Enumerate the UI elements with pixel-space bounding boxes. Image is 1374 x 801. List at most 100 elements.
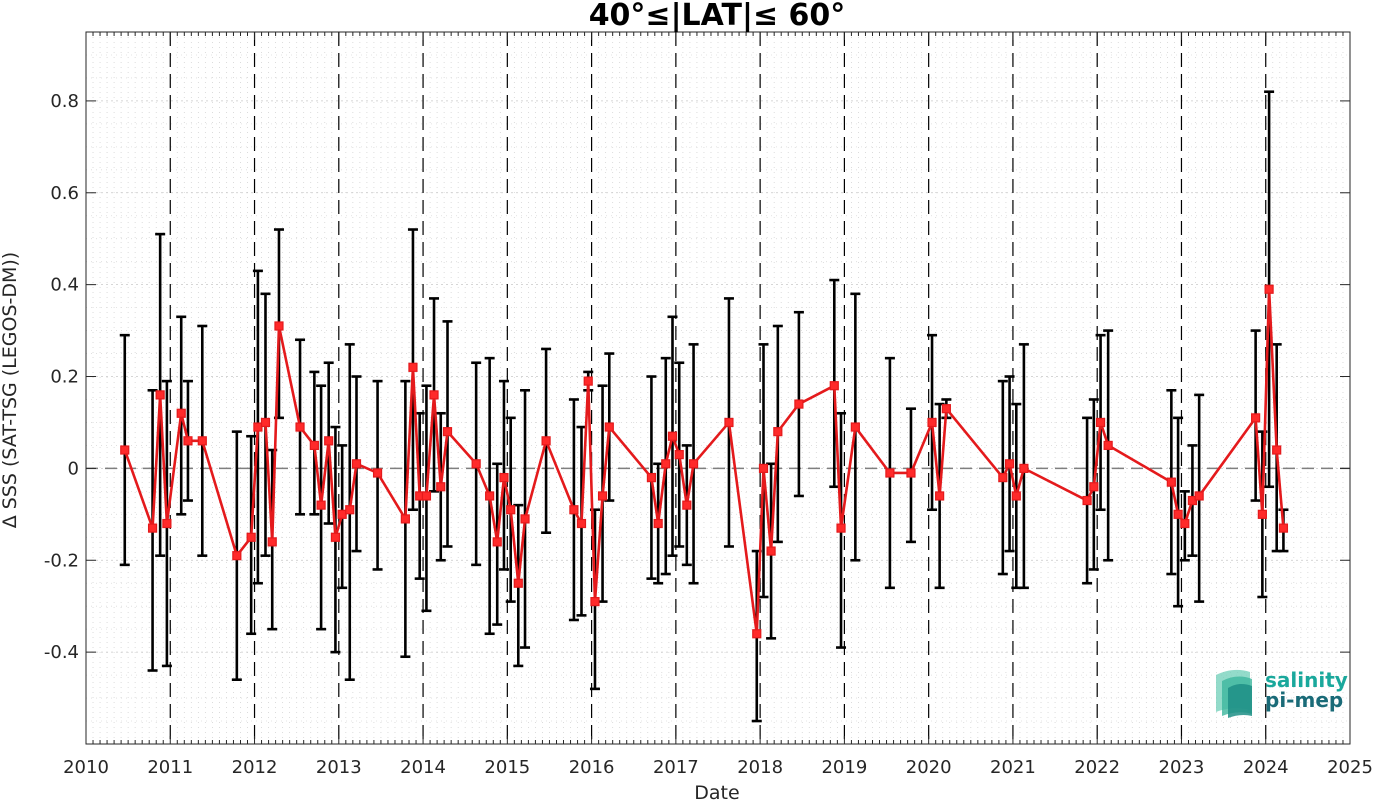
data-point-marker — [688, 459, 699, 469]
salinity-pimep-logo: salinity pi-mep — [1216, 668, 1348, 718]
data-point-marker — [541, 436, 551, 446]
y-tick-label: -0.2 — [44, 550, 79, 571]
data-point-marker — [758, 463, 769, 473]
data-point-marker — [506, 505, 516, 515]
data-point-marker — [766, 546, 776, 556]
markers — [120, 284, 1289, 639]
grid — [86, 31, 1350, 745]
y-tick-labels: -0.4 -0.2 0 0.2 0.4 0.6 0.8 — [44, 91, 79, 663]
y-tick-label: 0.8 — [50, 91, 79, 112]
data-point-marker — [773, 427, 783, 437]
x-tick-label: 2017 — [653, 757, 699, 778]
data-point-marker — [576, 518, 587, 529]
data-point-marker — [646, 472, 657, 483]
x-tick-labels: 2010 2011 2012 2013 2014 2015 2016 2017 2018 2019… — [63, 757, 1373, 778]
data-point-marker — [1278, 523, 1289, 533]
data-point-marker — [400, 514, 410, 524]
data-point-marker — [246, 532, 256, 542]
data-point-marker — [1011, 491, 1021, 501]
data-point-marker — [829, 381, 839, 391]
data-point-marker — [836, 523, 846, 533]
x-tick-label: 2023 — [1159, 757, 1205, 778]
data-point-marker — [1257, 509, 1267, 519]
data-point-marker — [583, 376, 593, 386]
data-point-marker — [492, 537, 502, 547]
data-point-marker — [120, 445, 130, 455]
year-boundary-lines — [169, 32, 1267, 744]
data-point-marker — [597, 491, 608, 501]
data-point-marker — [351, 459, 362, 469]
y-tick-label: 0.6 — [50, 183, 79, 204]
data-point-marker — [1272, 445, 1282, 455]
data-point-marker — [155, 390, 165, 400]
data-point-marker — [330, 532, 341, 542]
data-point-marker — [1082, 495, 1092, 506]
data-point-marker — [520, 514, 530, 524]
data-point-marker — [183, 436, 193, 446]
x-tick-label: 2025 — [1327, 757, 1373, 778]
x-tick-label: 2018 — [737, 757, 783, 778]
data-point-marker — [569, 505, 579, 515]
data-point-marker — [372, 468, 383, 478]
data-point-marker — [590, 596, 600, 607]
data-point-marker — [176, 408, 186, 418]
data-point-marker — [941, 404, 951, 414]
data-point-marker — [1264, 284, 1274, 294]
data-point-marker — [998, 472, 1008, 483]
x-tick-label: 2014 — [400, 757, 446, 778]
x-tick-label: 2021 — [990, 757, 1036, 778]
logo-wave-icon — [1216, 669, 1252, 718]
data-point-marker — [1194, 491, 1204, 501]
logo-line2: pi-mep — [1265, 688, 1343, 712]
data-point-marker — [1103, 440, 1113, 451]
y-tick-label: 0 — [68, 458, 79, 479]
data-point-marker — [274, 321, 284, 331]
x-tick-label: 2022 — [1074, 757, 1120, 778]
data-point-marker — [309, 440, 319, 451]
data-point-marker — [499, 472, 509, 483]
data-point-marker — [162, 518, 172, 529]
y-tick-label: -0.4 — [44, 642, 79, 663]
x-tick-label: 2011 — [147, 757, 193, 778]
data-point-marker — [429, 390, 439, 400]
data-point-marker — [661, 459, 671, 469]
data-point-marker — [935, 491, 945, 501]
x-tick-label: 2019 — [821, 757, 867, 778]
y-tick-label: 0.2 — [50, 367, 79, 388]
data-point-marker — [1019, 463, 1029, 473]
data-point-marker — [337, 509, 347, 519]
data-point-marker — [197, 436, 207, 446]
y-tick-label: 0.4 — [50, 275, 79, 296]
x-tick-label: 2012 — [232, 757, 278, 778]
x-tick-label: 2016 — [569, 757, 615, 778]
data-point-marker — [436, 482, 446, 492]
data-point-marker — [1180, 518, 1190, 529]
data-point-marker — [604, 422, 614, 432]
data-point-marker — [485, 491, 495, 501]
data-point-marker — [794, 399, 804, 409]
data-point-marker — [267, 537, 277, 547]
data-point-marker — [295, 422, 305, 432]
data-point-marker — [1095, 417, 1106, 428]
data-point-marker — [850, 422, 860, 432]
axis-ticks — [85, 32, 1351, 744]
series-line — [123, 287, 1285, 636]
data-point-marker — [345, 505, 355, 515]
chart-title: 40°≤|LAT|≤ 60° — [589, 0, 846, 33]
data-point-marker — [906, 468, 916, 478]
x-axis-label: Date — [694, 782, 739, 801]
x-tick-label: 2010 — [63, 757, 109, 778]
data-point-marker — [1166, 477, 1176, 487]
data-point-marker — [513, 578, 523, 588]
data-point-marker — [724, 417, 734, 428]
data-point-marker — [471, 459, 481, 469]
x-tick-label: 2013 — [316, 757, 362, 778]
x-tick-label: 2020 — [906, 757, 952, 778]
data-point-marker — [147, 523, 158, 533]
data-point-marker — [442, 427, 453, 437]
data-point-marker — [674, 450, 684, 460]
x-tick-label: 2024 — [1243, 757, 1289, 778]
data-point-marker — [667, 431, 678, 441]
x-tick-label: 2015 — [484, 757, 530, 778]
